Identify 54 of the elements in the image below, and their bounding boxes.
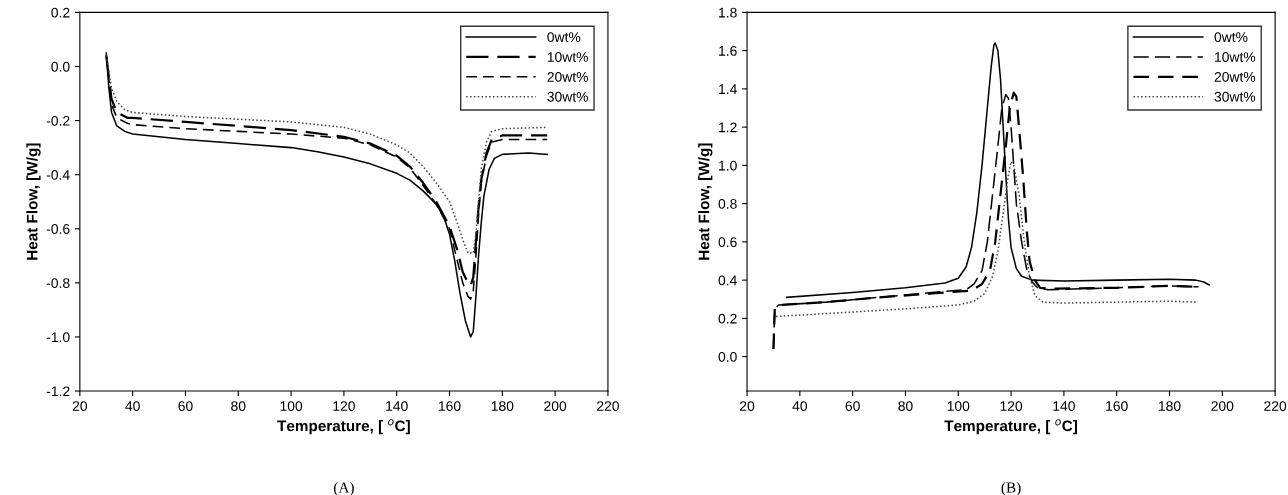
y-tick-label: 0.8 xyxy=(718,198,737,209)
y-tick-label: -0.2 xyxy=(46,115,70,126)
y-tick-label: 1.6 xyxy=(719,45,737,56)
x-tick-label: 120 xyxy=(1000,401,1023,411)
text: 30wt% xyxy=(1214,91,1256,102)
x-tick-label: 160 xyxy=(1106,401,1128,411)
y-tick-label: -1.2 xyxy=(46,386,70,397)
x-tick-label: 60 xyxy=(845,401,860,411)
text: 20wt% xyxy=(1214,71,1256,82)
x-tick-label: 80 xyxy=(231,401,246,411)
x-tick-label: 20 xyxy=(740,401,755,411)
y-tick-label: 0.2 xyxy=(718,313,737,324)
x-tick-label: 100 xyxy=(947,401,970,411)
text: (A) xyxy=(333,481,354,495)
x-tick-label: 220 xyxy=(1264,401,1287,411)
y-tick-label: 1.4 xyxy=(719,84,737,94)
y-tick-label: 0.0 xyxy=(51,61,70,72)
x-tick-label: 100 xyxy=(280,401,303,411)
text: 10wt% xyxy=(1215,52,1256,62)
y-tick-label: -1.0 xyxy=(46,332,70,343)
x-tick-label: 120 xyxy=(333,401,355,411)
x-tick-label: 80 xyxy=(898,401,913,411)
y-tick-label: -0.8 xyxy=(46,278,70,289)
y-axis-title: Heat Flow, [W/g] xyxy=(26,143,41,260)
x-tick-label: 140 xyxy=(1053,401,1075,411)
x-tick-label: 40 xyxy=(792,401,808,411)
y-tick-label: -0.6 xyxy=(46,224,70,234)
y-tick-label: 0.0 xyxy=(718,351,737,362)
x-tick-label: 200 xyxy=(1211,401,1234,411)
legend-label: 30wt% xyxy=(547,91,588,102)
text: 0wt% xyxy=(1214,32,1248,43)
y-tick-label: 0.6 xyxy=(718,237,737,248)
x-tick-label: 40 xyxy=(125,401,140,411)
y-tick-label: 1.8 xyxy=(719,7,737,18)
x-tick-label: 20 xyxy=(72,401,88,411)
x-axis-title: Temperature, [ $^{o}$C] xyxy=(277,419,410,435)
x-tick-label: 180 xyxy=(491,401,514,411)
x-tick-label: 160 xyxy=(438,401,461,411)
legend-label: 0wt% xyxy=(547,32,581,43)
text: (B) xyxy=(1001,481,1021,495)
y-tick-label: 1.2 xyxy=(719,122,737,133)
legend-label: 10wt% xyxy=(547,52,588,62)
x-tick-label: 140 xyxy=(386,401,408,411)
x-tick-label: 220 xyxy=(597,401,619,411)
legend-label: 20wt% xyxy=(547,71,588,82)
x-axis-title: Temperature, [ $^{o}$C] xyxy=(944,419,1077,435)
y-tick-label: 0.4 xyxy=(718,275,737,286)
x-tick-label: 60 xyxy=(178,401,193,411)
x-tick-label: 180 xyxy=(1158,401,1181,411)
y-tick-label: 0.2 xyxy=(51,7,70,18)
y-axis-title: Heat Flow, [W/g] xyxy=(698,143,713,260)
x-tick-label: 200 xyxy=(544,401,567,411)
y-tick-label: 1.0 xyxy=(719,160,737,171)
y-tick-label: -0.4 xyxy=(46,170,70,180)
